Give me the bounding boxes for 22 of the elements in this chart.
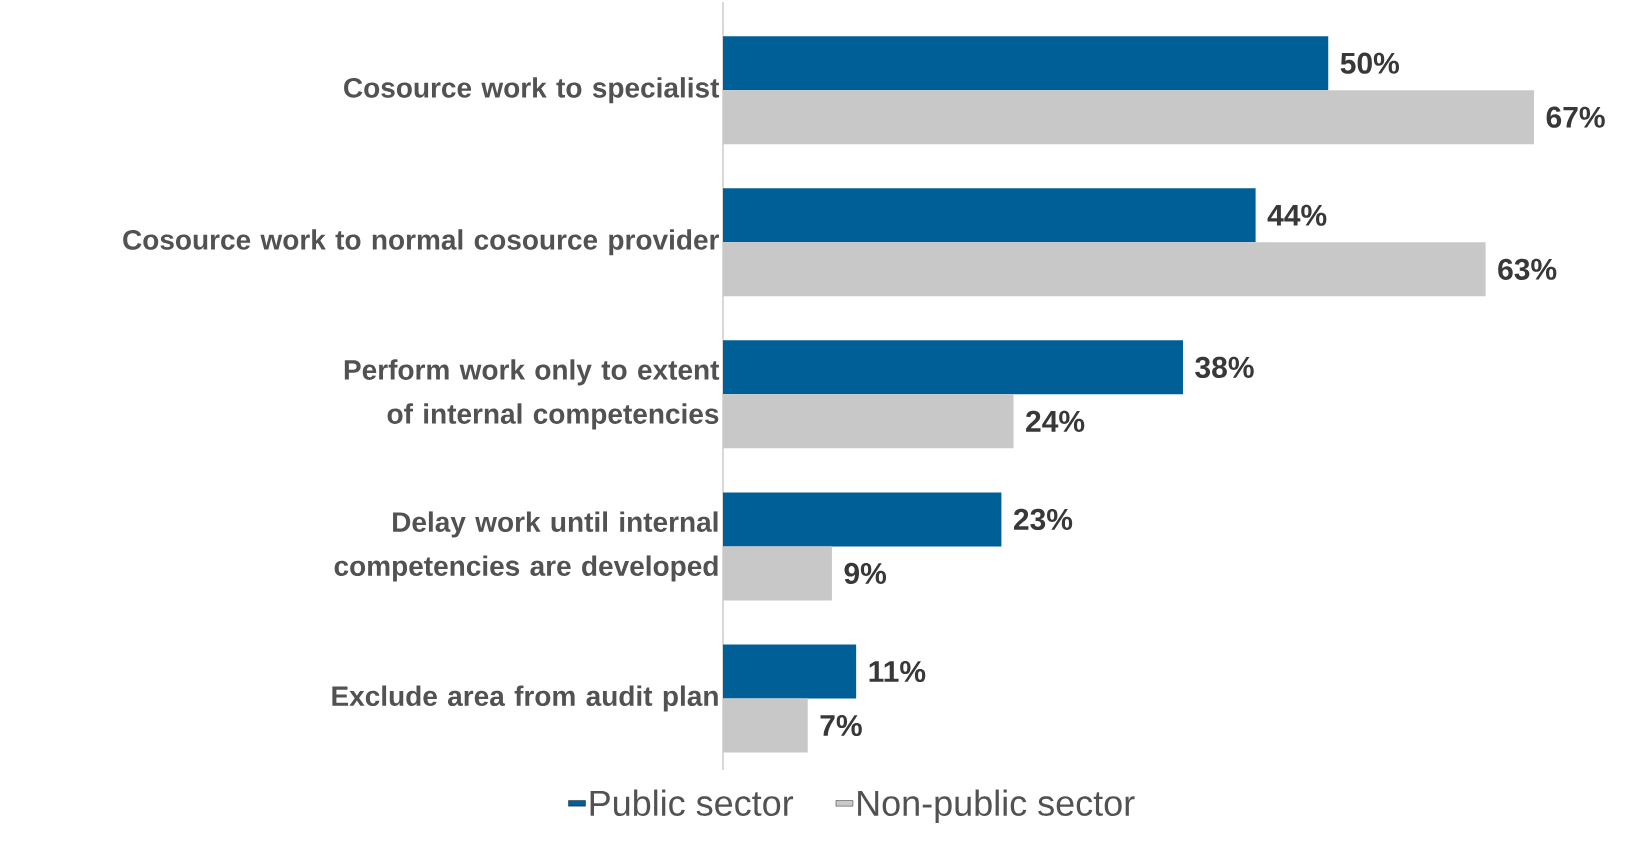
legend-label: Non-public sector xyxy=(858,789,1135,824)
data-label: 63% xyxy=(1498,258,1557,280)
data-label: 23% xyxy=(1013,508,1073,531)
legend-label: Public sector xyxy=(590,789,794,816)
y-tick-label: Perform work only to extent of internal competencies xyxy=(344,359,720,430)
y-tick-label: Cosource work to normal cosource provider xyxy=(123,229,720,256)
data-label: 24% xyxy=(1026,410,1085,432)
bar xyxy=(723,340,1183,395)
data-label: 50% xyxy=(1340,52,1399,74)
data-label: 9% xyxy=(844,562,887,585)
bar xyxy=(723,644,857,699)
y-tick-label: Cosource work to specialist xyxy=(344,77,720,104)
data-label: 44% xyxy=(1267,204,1327,226)
data-label: 38% xyxy=(1195,356,1254,379)
y-tick-label: Delay work until internal competencies are developed xyxy=(334,511,718,582)
y-tick-label: Exclude area from audit plan xyxy=(332,685,718,712)
bar xyxy=(723,188,1256,243)
data-label: 7% xyxy=(820,714,862,737)
bar xyxy=(723,492,1002,547)
data-label: 67% xyxy=(1546,106,1605,128)
data-label: 11% xyxy=(869,660,926,683)
bar xyxy=(723,36,1329,91)
